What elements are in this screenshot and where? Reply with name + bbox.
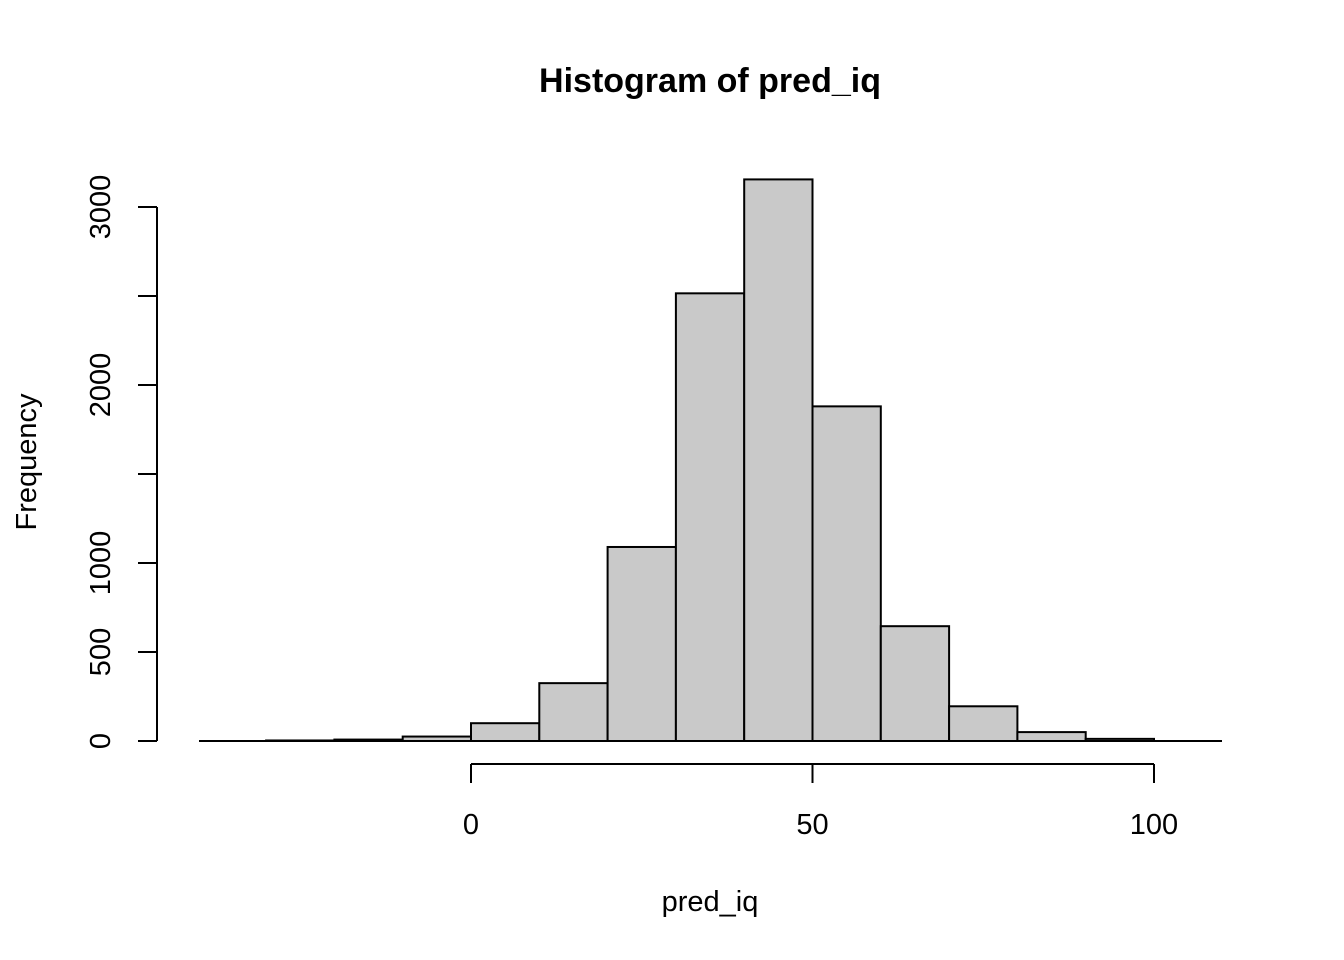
chart-title: Histogram of pred_iq xyxy=(539,62,881,100)
histogram-bar xyxy=(538,682,609,743)
histogram-bar xyxy=(674,292,746,742)
histogram-bar xyxy=(1016,731,1087,742)
x-tick-label: 100 xyxy=(1130,809,1178,841)
histogram-bar xyxy=(470,722,541,743)
y-tick-label: 0 xyxy=(85,733,117,749)
y-tick-label: 1000 xyxy=(85,531,117,596)
histogram-bar xyxy=(948,705,1019,742)
histogram-bar xyxy=(879,625,951,742)
histogram-bar xyxy=(811,405,882,742)
y-axis-label: Frequency xyxy=(11,393,43,531)
y-tick-label: 3000 xyxy=(85,175,117,240)
bars-group xyxy=(265,178,1155,743)
x-axis: 0 50 100 xyxy=(463,763,1178,841)
histogram-bar xyxy=(743,178,814,743)
x-tick-label: 0 xyxy=(463,809,479,841)
y-tick-label: 2000 xyxy=(85,353,117,418)
histogram-bar xyxy=(606,545,677,742)
y-axis: 0 500 1000 2000 3000 xyxy=(85,175,158,749)
y-tick-label: 500 xyxy=(85,628,117,676)
x-tick-label: 50 xyxy=(796,809,828,841)
x-axis-label: pred_iq xyxy=(662,886,759,918)
